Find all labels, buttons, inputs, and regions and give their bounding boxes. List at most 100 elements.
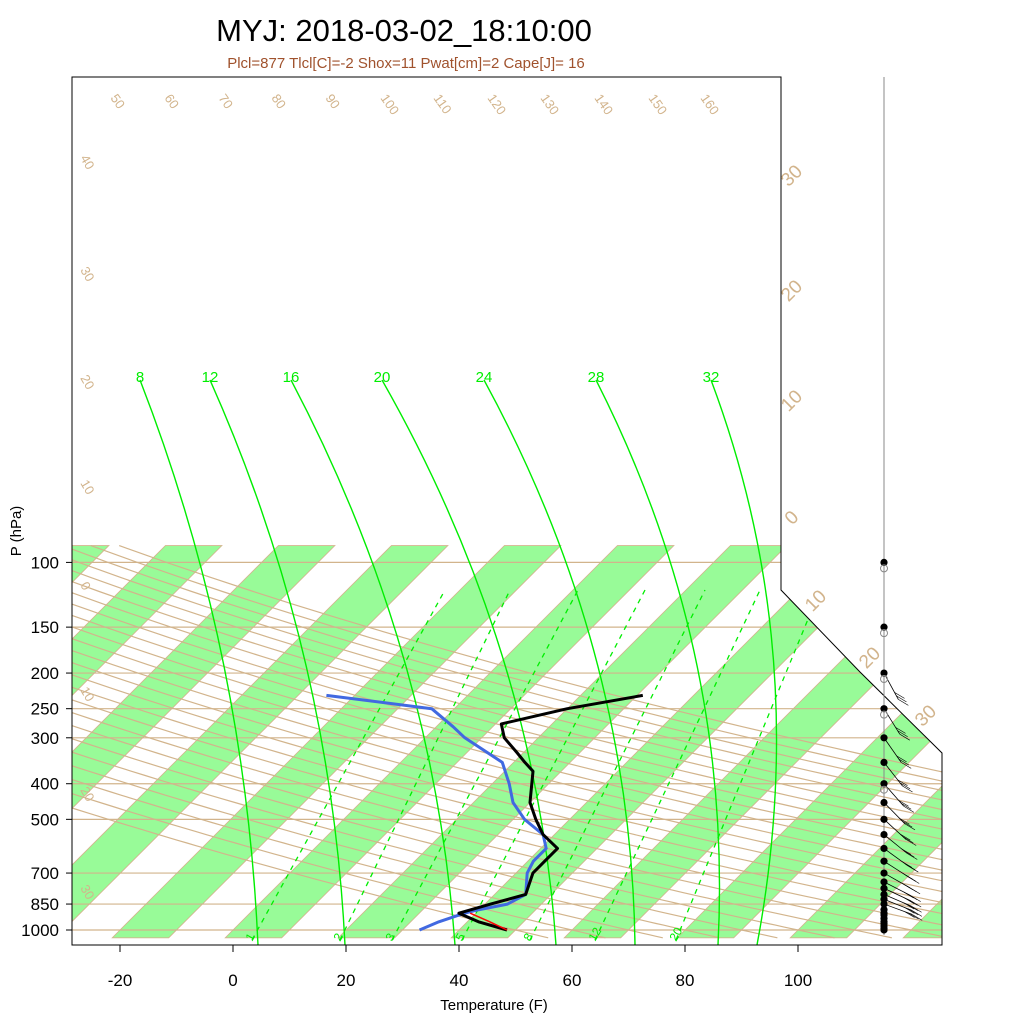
y-tick-label: 1000 xyxy=(21,921,59,940)
isotherm-label-left: 20 xyxy=(77,372,97,392)
dry-adiabat-curve xyxy=(72,545,606,939)
dashed-line xyxy=(251,589,446,941)
wind-barb-flag xyxy=(903,891,914,899)
dry-adiabat-curve xyxy=(72,545,942,939)
isotherm-label-left: 20 xyxy=(77,784,97,804)
wind-barb-flag xyxy=(906,839,917,846)
wind-barb-flag xyxy=(907,899,918,906)
dry-adiabat-curve xyxy=(72,545,942,939)
wind-level-open-marker xyxy=(880,629,888,638)
isotherm-label-left: 10 xyxy=(77,684,97,704)
adiabat-label: 160 xyxy=(698,91,723,117)
wind-level-dot xyxy=(880,558,888,567)
adiabat-label: 80 xyxy=(269,91,290,111)
wind-barb xyxy=(883,802,906,825)
x-tick-label: 60 xyxy=(563,971,582,990)
dashed-line-label: 12 xyxy=(585,925,604,944)
isotherm-label: 0 xyxy=(781,507,803,529)
y-tick-label: 850 xyxy=(31,895,59,914)
wind-barb-flag xyxy=(904,907,915,914)
wind-barb-flag xyxy=(903,805,914,813)
isotherm-band xyxy=(72,545,223,939)
y-tick-label: 200 xyxy=(31,664,59,683)
dry-adiabat-curve xyxy=(72,545,778,939)
dry-adiabat-lines xyxy=(72,545,942,939)
wind-barb-flag xyxy=(911,900,922,908)
wind-barb-flag xyxy=(904,911,915,918)
mixing-ratio-curve xyxy=(381,379,557,945)
wind-barb-flag xyxy=(899,817,910,825)
x-axis-label: Temperature (F) xyxy=(440,997,548,1014)
wind-barb xyxy=(883,887,912,902)
chart-title: MYJ: 2018-03-02_18:10:00 xyxy=(216,13,592,48)
wind-barb-flag xyxy=(897,779,908,786)
wind-barb-flag xyxy=(900,833,911,841)
mixing-ratio-curve xyxy=(595,379,721,945)
dry-adiabat-curve xyxy=(72,545,942,939)
dashed-line-label: 20 xyxy=(666,925,685,944)
wind-barb-flag xyxy=(899,782,911,790)
wind-barb xyxy=(883,672,899,700)
wind-level-open-marker xyxy=(880,675,888,684)
dashed-line xyxy=(391,589,579,941)
isotherm-band xyxy=(789,545,942,939)
adiabat-label: 150 xyxy=(646,91,671,117)
y-axis-label: P (hPa) xyxy=(8,506,25,557)
mixing-ratio-curve xyxy=(483,379,636,945)
wind-barb-flag xyxy=(904,863,916,870)
wind-barb-flag xyxy=(901,802,912,810)
dry-adiabat-curve xyxy=(72,545,942,939)
dry-adiabat-curve xyxy=(72,545,942,939)
y-tick-label: 500 xyxy=(31,810,59,829)
sounding-profiles xyxy=(326,693,644,932)
isotherm-label: 20 xyxy=(855,643,885,673)
mixing-ratio-label: 12 xyxy=(202,369,219,386)
isotherm-band xyxy=(224,545,675,939)
wind-barb xyxy=(883,834,908,854)
mixing-ratio-label: 28 xyxy=(588,369,605,386)
adiabat-label: 130 xyxy=(538,91,563,117)
isotherm-band xyxy=(72,545,110,939)
isotherm-label-left: 30 xyxy=(77,264,97,284)
dry-adiabat-curve xyxy=(72,545,942,939)
wind-barb-flag xyxy=(898,799,909,807)
mixing-ratio-label: 24 xyxy=(476,369,493,386)
y-tick-label: 150 xyxy=(31,618,59,637)
wind-barb-flag xyxy=(899,733,910,741)
adiabat-label: 120 xyxy=(485,91,510,117)
dashed-line xyxy=(339,589,511,941)
dry-adiabat-curve xyxy=(72,545,663,939)
wind-barb-flag xyxy=(900,848,912,855)
dry-adiabat-curve xyxy=(72,545,942,939)
mixing-ratio-lines xyxy=(139,379,778,945)
x-tick-label: 100 xyxy=(784,971,812,990)
isotherm-bands xyxy=(72,545,942,939)
wind-barb-flag xyxy=(894,692,905,699)
wind-barb-flag xyxy=(902,872,913,880)
isotherm-label: 30 xyxy=(777,161,807,191)
dry-adiabat-curve xyxy=(72,545,942,939)
x-tick-label: 0 xyxy=(228,971,237,990)
wind-barb-flag xyxy=(903,836,914,844)
wind-barb-flag xyxy=(903,897,915,904)
wind-barb-flag xyxy=(904,823,916,831)
adiabat-label: 70 xyxy=(216,91,237,111)
dry-adiabat-curve xyxy=(118,545,942,939)
isotherm-band xyxy=(902,545,942,939)
dry-adiabat-curve xyxy=(72,545,942,939)
dashed-line xyxy=(594,589,761,941)
adiabat-label: 90 xyxy=(323,91,344,111)
mixing-ratio-curve xyxy=(139,379,259,945)
wind-barb-flag xyxy=(902,883,914,891)
wind-barb-flag xyxy=(902,820,913,828)
dry-adiabat-curve xyxy=(90,545,942,939)
x-tick-label: 20 xyxy=(337,971,356,990)
wind-barb xyxy=(883,819,907,840)
y-tick-label: 700 xyxy=(31,864,59,883)
wind-barb-flag xyxy=(912,914,923,921)
plot-frame xyxy=(71,76,943,946)
wind-barb-flag xyxy=(898,758,910,766)
dashed-line xyxy=(675,589,821,941)
wind-level-open-marker xyxy=(880,564,888,573)
